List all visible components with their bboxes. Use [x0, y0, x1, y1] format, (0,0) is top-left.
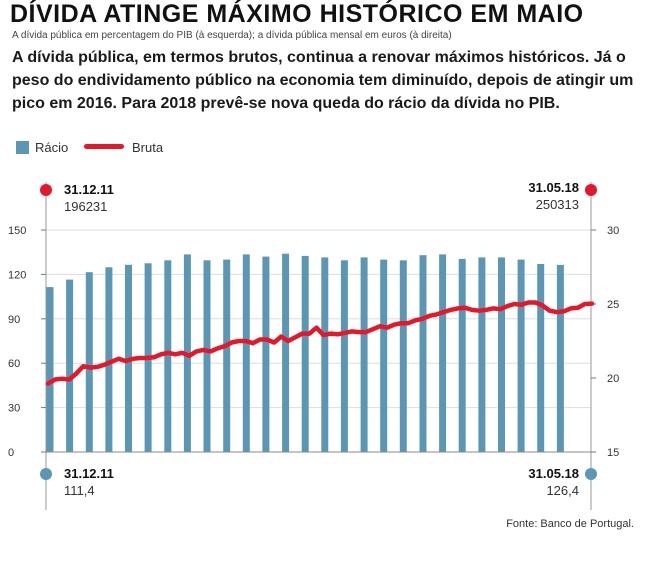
ratio-bar [282, 253, 290, 452]
end-max-marker [585, 184, 597, 196]
ratio-bar [498, 257, 505, 452]
ratio-bar [301, 255, 309, 452]
ratio-bar [556, 264, 564, 452]
legend-bar-label: Rácio [35, 140, 69, 155]
right-tick-label: 25 [607, 299, 619, 311]
ratio-bar [242, 254, 250, 452]
ratio-bar [458, 258, 466, 452]
top-left-date: 31.12.11 [64, 182, 114, 197]
legend-line-label: Bruta [132, 140, 164, 155]
ratio-bar [321, 257, 329, 452]
legend-line-swatch [84, 144, 124, 149]
end-ratio-marker [585, 468, 597, 480]
legend-item-gross: Bruta [84, 140, 163, 155]
ratio-bar [419, 255, 427, 452]
ratio-bar [105, 267, 113, 452]
ratio-bar [262, 256, 270, 452]
bottom-right-value: 126,4 [546, 483, 579, 498]
right-tick-label: 15 [607, 447, 619, 459]
left-tick-label: 30 [8, 403, 20, 415]
lead-paragraph: A dívida pública, em termos brutos, cont… [12, 49, 634, 112]
start-max-marker [40, 184, 52, 196]
right-tick-label: 30 [607, 225, 619, 237]
ratio-bar [223, 259, 231, 452]
left-tick-label: 150 [8, 225, 26, 237]
start-ratio-marker [40, 468, 52, 480]
top-left-value: 196231 [64, 199, 107, 214]
ratio-bar [340, 260, 348, 452]
left-tick-label: 0 [8, 447, 14, 459]
ratio-bar [46, 287, 54, 452]
ratio-bar [537, 264, 545, 452]
chart-title: DÍVIDA ATINGE MÁXIMO HISTÓRICO EM MAIO [10, 0, 584, 28]
bottom-left-date: 31.12.11 [64, 466, 114, 481]
ratio-bar [517, 259, 525, 452]
chart-subtitle: A dívida pública em percentagem do PIB (… [12, 30, 452, 41]
gross-debt-line [45, 300, 595, 386]
bottom-right-date: 31.05.18 [528, 466, 579, 481]
source-note: Fonte: Banco de Portugal. [506, 518, 634, 530]
ratio-bar [478, 257, 486, 452]
ratio-bar [85, 272, 93, 452]
ratio-bar [360, 257, 368, 452]
legend-bar-swatch [16, 141, 29, 154]
top-right-value: 250313 [536, 197, 579, 212]
left-tick-label: 90 [8, 314, 20, 326]
ratio-bar [399, 260, 407, 452]
left-tick-label: 60 [8, 358, 20, 370]
right-tick-label: 20 [607, 373, 619, 385]
ratio-bar [66, 279, 74, 452]
left-tick-label: 120 [8, 269, 26, 281]
top-right-date: 31.05.18 [528, 180, 579, 195]
ratio-bar [439, 254, 447, 452]
ratio-bar [380, 259, 388, 452]
legend-item-ratio: Rácio [16, 140, 68, 155]
ratio-bar [164, 260, 172, 452]
bottom-left-value: 111,4 [64, 483, 95, 498]
ratio-bar [203, 260, 211, 452]
